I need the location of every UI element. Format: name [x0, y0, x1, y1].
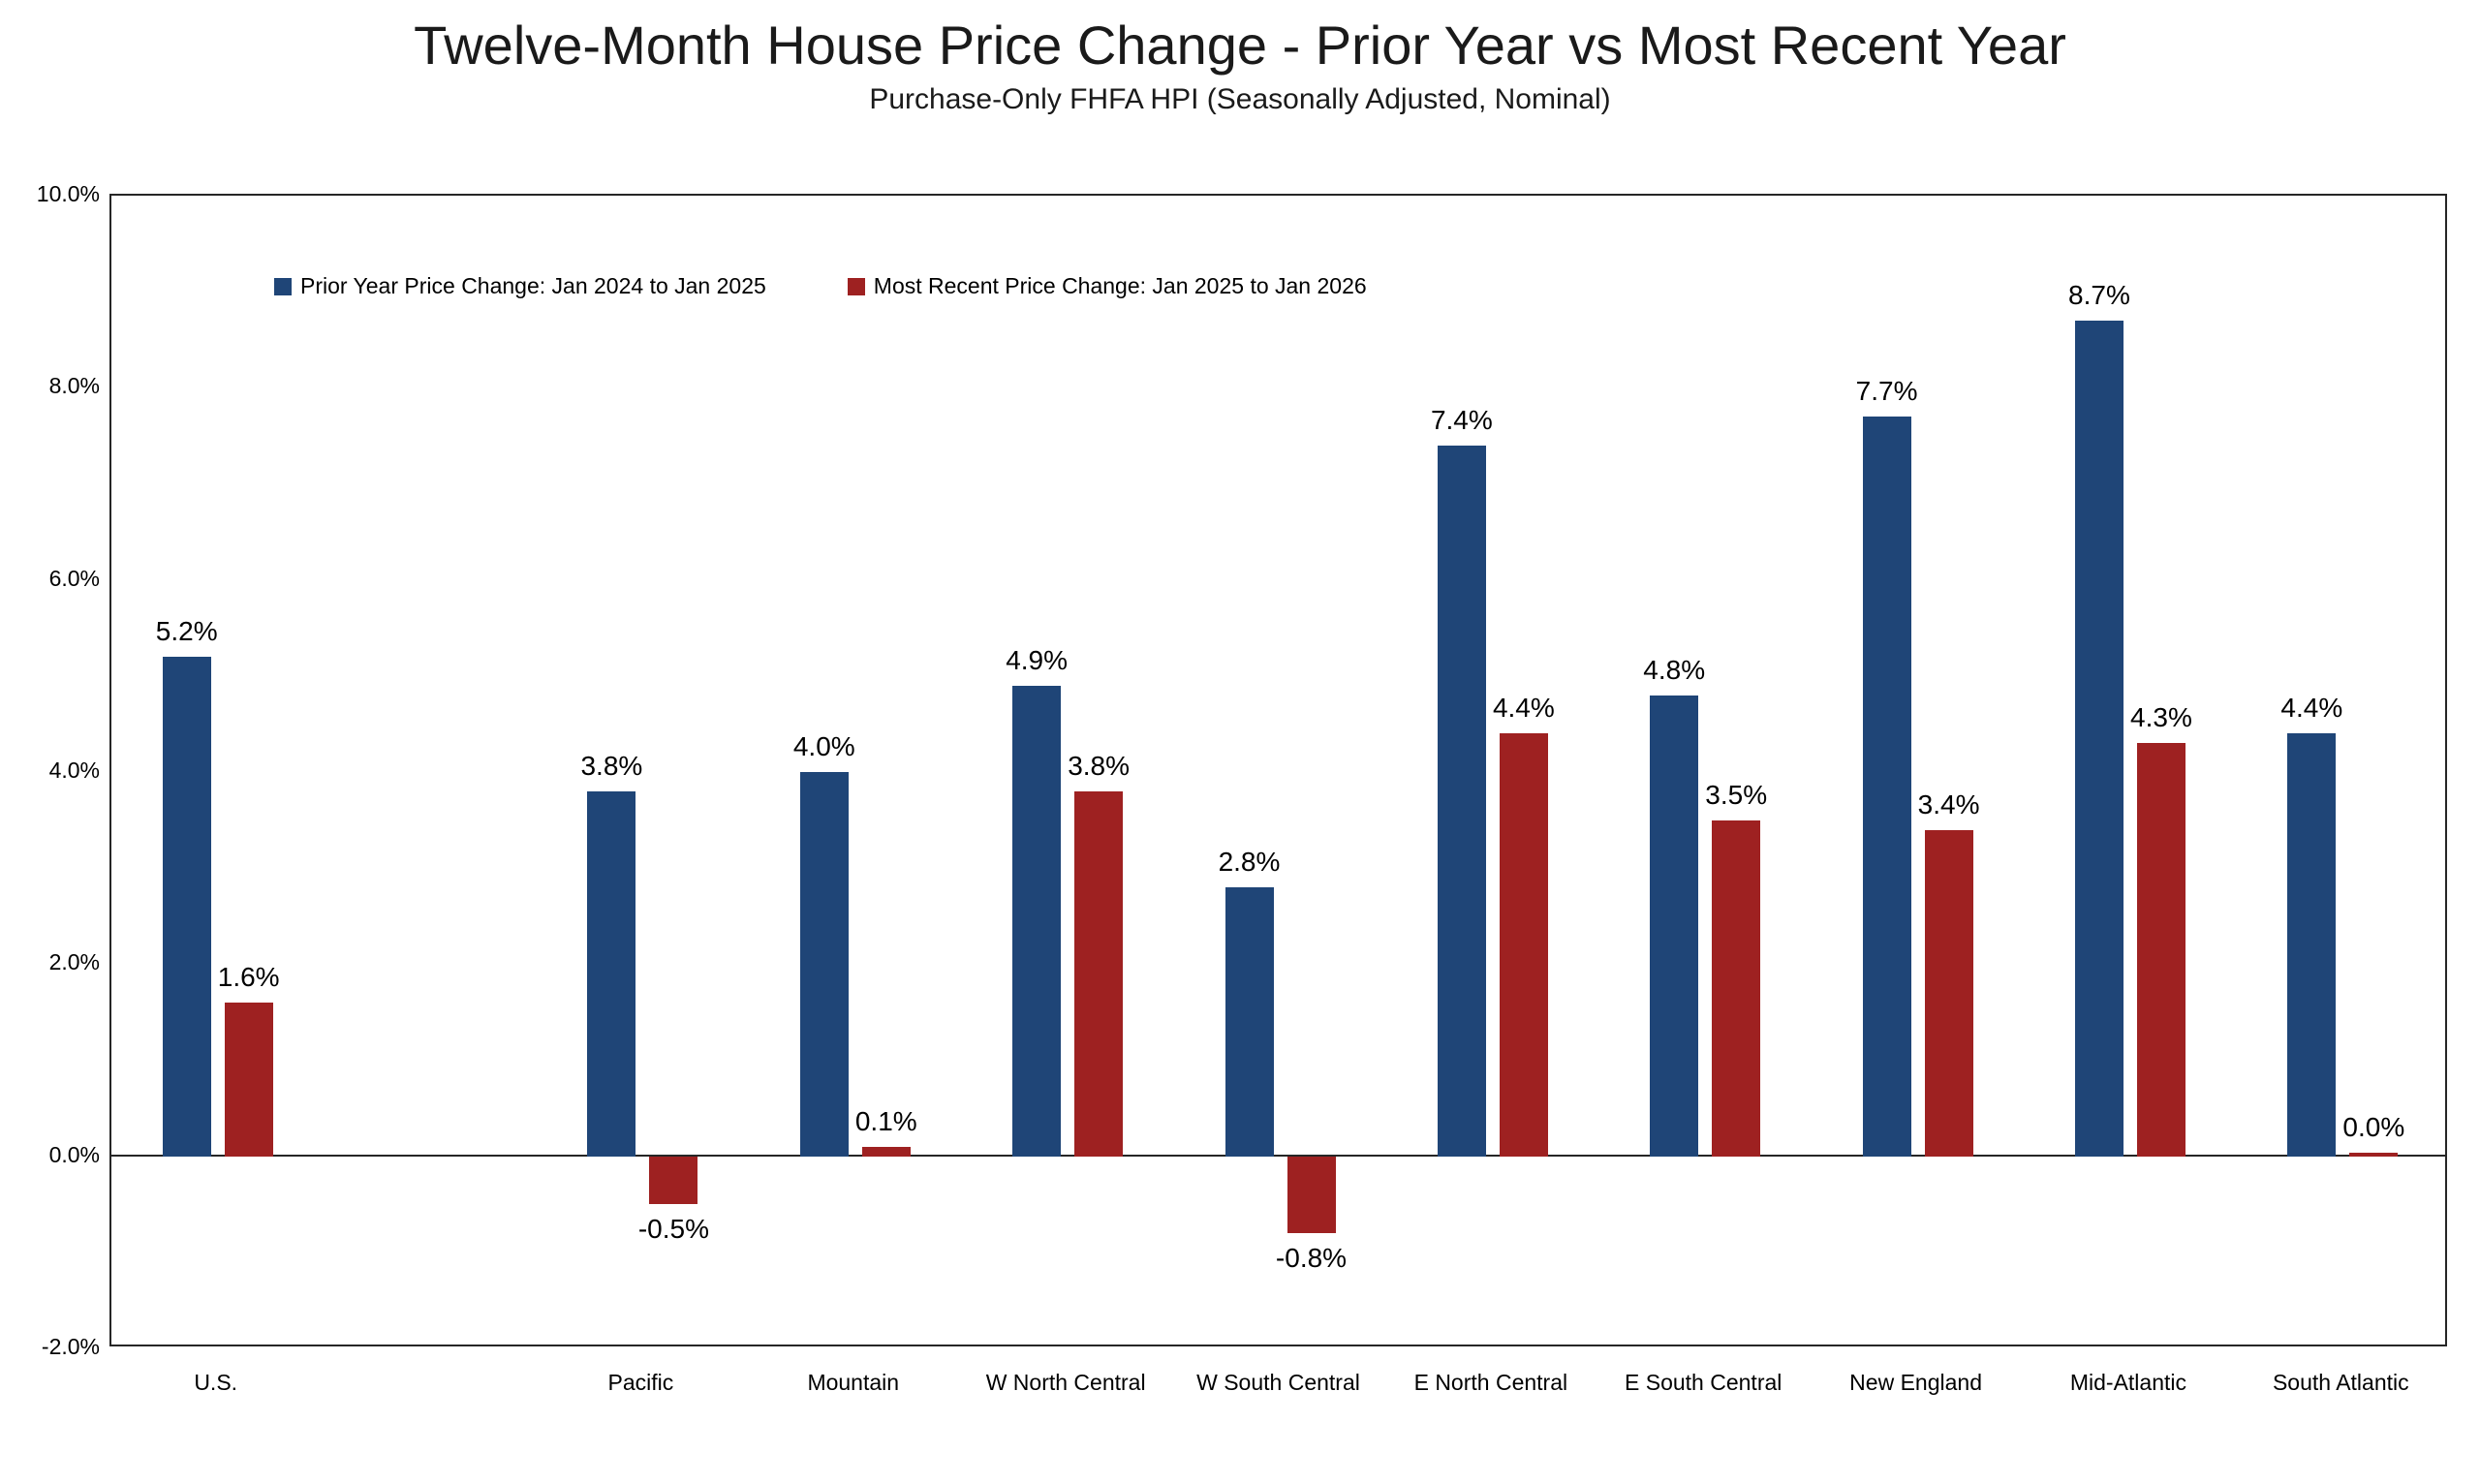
bar-recent-4: [1286, 1156, 1336, 1233]
legend: Prior Year Price Change: Jan 2024 to Jan…: [274, 273, 1367, 299]
bar-value-label-prior-6: 4.8%: [1643, 654, 1706, 685]
bar-value-label-recent-0: 1.6%: [217, 962, 280, 992]
bar-value-label-prior-0: 5.2%: [155, 616, 218, 646]
bar-recent-0: [224, 1003, 273, 1157]
bar-prior-5: [1437, 445, 1486, 1157]
bar-prior-4: [1224, 887, 1274, 1157]
bar-value-label-recent-5: 4.4%: [1492, 693, 1555, 724]
bar-value-label-prior-7: 7.7%: [1855, 376, 1918, 407]
bar-value-label-prior-5: 7.4%: [1430, 404, 1493, 435]
y-tick-label: 8.0%: [48, 373, 100, 399]
bar-value-label-recent-3: 3.8%: [1068, 750, 1131, 781]
bar-value-label-recent-7: 3.4%: [1917, 788, 1980, 819]
x-axis-label-6: E South Central: [1625, 1370, 1782, 1395]
legend-label-prior-year: Prior Year Price Change: Jan 2024 to Jan…: [300, 273, 766, 298]
bar-recent-6: [1712, 819, 1761, 1157]
bar-recent-8: [2136, 743, 2186, 1157]
bar-recent-7: [1924, 829, 1973, 1157]
chart-subtitle: Purchase-Only FHFA HPI (Seasonally Adjus…: [869, 83, 1611, 115]
bar-prior-3: [1012, 685, 1062, 1157]
bar-value-label-recent-1: -0.5%: [637, 1214, 709, 1245]
bar-value-label-prior-2: 4.0%: [792, 731, 855, 761]
bar-value-label-recent-2: 0.1%: [854, 1105, 917, 1136]
bar-value-label-recent-9: 0.0%: [2342, 1111, 2405, 1142]
bar-prior-2: [799, 772, 849, 1157]
bar-value-label-prior-8: 8.7%: [2068, 279, 2130, 310]
x-axis-label-0: U.S.: [194, 1370, 238, 1395]
bar-recent-1: [649, 1156, 698, 1205]
x-axis-label-1: Pacific: [607, 1370, 674, 1395]
bar-value-label-prior-1: 3.8%: [580, 750, 643, 781]
bar-prior-8: [2074, 320, 2124, 1157]
bar-prior-1: [587, 790, 636, 1157]
y-tick-label: 6.0%: [48, 565, 100, 591]
legend-item-most-recent: Most Recent Price Change: Jan 2025 to Ja…: [847, 273, 1367, 299]
legend-item-prior-year: Prior Year Price Change: Jan 2024 to Jan…: [274, 273, 766, 299]
bar-value-label-recent-6: 3.5%: [1705, 779, 1768, 810]
chart-title: Twelve-Month House Price Change - Prior …: [414, 15, 2066, 76]
x-axis-label-3: W North Central: [985, 1370, 1146, 1395]
legend-label-most-recent: Most Recent Price Change: Jan 2025 to Ja…: [873, 273, 1367, 298]
bar-value-label-prior-3: 4.9%: [1006, 644, 1069, 675]
x-axis-label-7: New England: [1849, 1370, 1982, 1395]
bar-recent-9: [2349, 1152, 2399, 1157]
y-tick-label: 4.0%: [48, 757, 100, 783]
y-tick-label: 10.0%: [36, 181, 100, 206]
bar-value-label-prior-4: 2.8%: [1218, 847, 1281, 877]
x-axis-label-4: W South Central: [1196, 1370, 1360, 1395]
plot-area: Prior Year Price Change: Jan 2024 to Jan…: [109, 194, 2447, 1346]
x-axis-label-8: Mid-Atlantic: [2069, 1370, 2187, 1395]
x-axis-label-5: E North Central: [1413, 1370, 1568, 1395]
legend-marker-prior-icon: [274, 277, 292, 295]
y-tick-label: 0.0%: [48, 1141, 100, 1167]
bar-recent-2: [861, 1146, 911, 1157]
bar-recent-3: [1074, 790, 1124, 1157]
bar-prior-0: [162, 657, 211, 1157]
bar-prior-6: [1650, 695, 1699, 1157]
bar-value-label-recent-4: -0.8%: [1275, 1243, 1348, 1273]
legend-marker-recent-icon: [847, 277, 865, 295]
x-axis-label-9: South Atlantic: [2272, 1370, 2409, 1395]
zero-axis-line: [111, 1155, 2445, 1157]
y-tick-label: 2.0%: [48, 949, 100, 975]
bar-value-label-prior-9: 4.4%: [2280, 693, 2343, 724]
bar-recent-5: [1499, 733, 1548, 1157]
bar-prior-9: [2287, 733, 2337, 1157]
bar-prior-7: [1862, 417, 1911, 1157]
bar-value-label-recent-8: 4.3%: [2130, 702, 2192, 733]
y-tick-label: -2.0%: [41, 1334, 100, 1359]
x-axis-label-2: Mountain: [807, 1370, 900, 1395]
